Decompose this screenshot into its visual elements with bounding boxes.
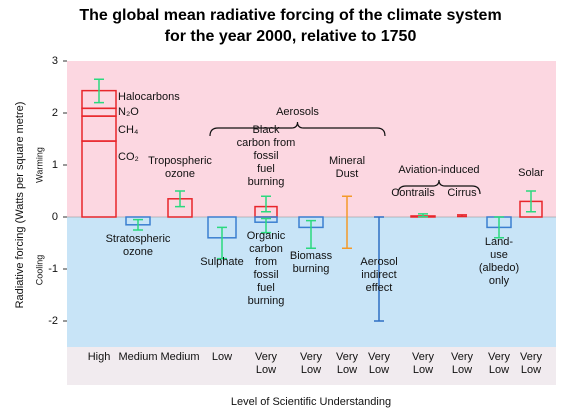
- level-label: Very Low: [367, 351, 391, 376]
- y-tick-label: 2: [52, 107, 58, 119]
- y-tick-label: -1: [48, 263, 58, 275]
- forcing-label: Biomass burning: [289, 250, 333, 275]
- forcing-label: Stratospheric ozone: [105, 233, 171, 258]
- forcing-label: Sulphate: [200, 256, 244, 268]
- level-label: Very Low: [519, 351, 543, 376]
- error-bar: [261, 217, 271, 234]
- segment-label: Halocarbons: [118, 91, 180, 103]
- error-bar: [526, 190, 536, 213]
- level-label: Very Low: [450, 351, 474, 376]
- error-bar: [217, 226, 227, 260]
- level-label: Very Low: [254, 351, 278, 376]
- error-bar: [494, 216, 504, 239]
- forcing-label: Organic carbon from fossil fuel burning: [246, 230, 286, 307]
- chart-title: The global mean radiative forcing of the…: [79, 7, 502, 45]
- y-axis-title: Radiative forcing (Watts per square metr…: [14, 102, 26, 309]
- forcing-label: Mineral Dust: [328, 155, 366, 180]
- y-tick-label: 3: [52, 55, 58, 67]
- y-tick-label: -2: [48, 315, 58, 327]
- level-label: Medium: [160, 351, 200, 363]
- level-label: Very Low: [335, 351, 359, 376]
- level-label: Low: [211, 351, 233, 363]
- segment-label: N₂O: [118, 106, 139, 118]
- error-bar: [374, 216, 384, 322]
- forcing-label: Aerosol indirect effect: [360, 256, 398, 294]
- segment-label: CO₂: [118, 151, 139, 163]
- cooling-label: Cooling: [34, 255, 44, 286]
- group-bracket: [209, 121, 386, 137]
- forcing-label: Black carbon from fossil fuel burning: [236, 124, 296, 188]
- y-tick-label: 1: [52, 159, 58, 171]
- segment-label: CH₄: [118, 124, 139, 136]
- error-bar: [261, 195, 271, 213]
- level-band: [67, 347, 556, 385]
- group-label: Aviation-induced: [398, 164, 479, 176]
- error-bar: [418, 213, 428, 218]
- group-label: Aerosols: [276, 106, 319, 118]
- error-bar: [306, 219, 316, 249]
- y-tick-label: 0: [52, 211, 58, 223]
- error-bar: [94, 78, 104, 104]
- forcing-label: Cirrus: [447, 187, 477, 199]
- error-bar: [342, 195, 352, 249]
- level-label: Very Low: [487, 351, 511, 376]
- level-label: High: [87, 351, 111, 363]
- forcing-label: Land- use (albedo) only: [478, 236, 520, 287]
- error-bar: [457, 214, 467, 218]
- forcing-label: Contrails: [391, 187, 435, 199]
- error-bar: [133, 218, 143, 231]
- group-bracket: [397, 179, 481, 195]
- warming-region: [67, 61, 556, 217]
- forcing-label: Solar: [518, 167, 544, 179]
- warming-label: Warming: [34, 147, 44, 183]
- x-axis-title: Level of Scientific Understanding: [231, 396, 391, 408]
- error-bar: [175, 190, 185, 208]
- level-label: Very Low: [411, 351, 435, 376]
- forcing-label: Tropospheric ozone: [148, 155, 212, 180]
- level-label: Very Low: [299, 351, 323, 376]
- level-label: Medium: [118, 351, 158, 363]
